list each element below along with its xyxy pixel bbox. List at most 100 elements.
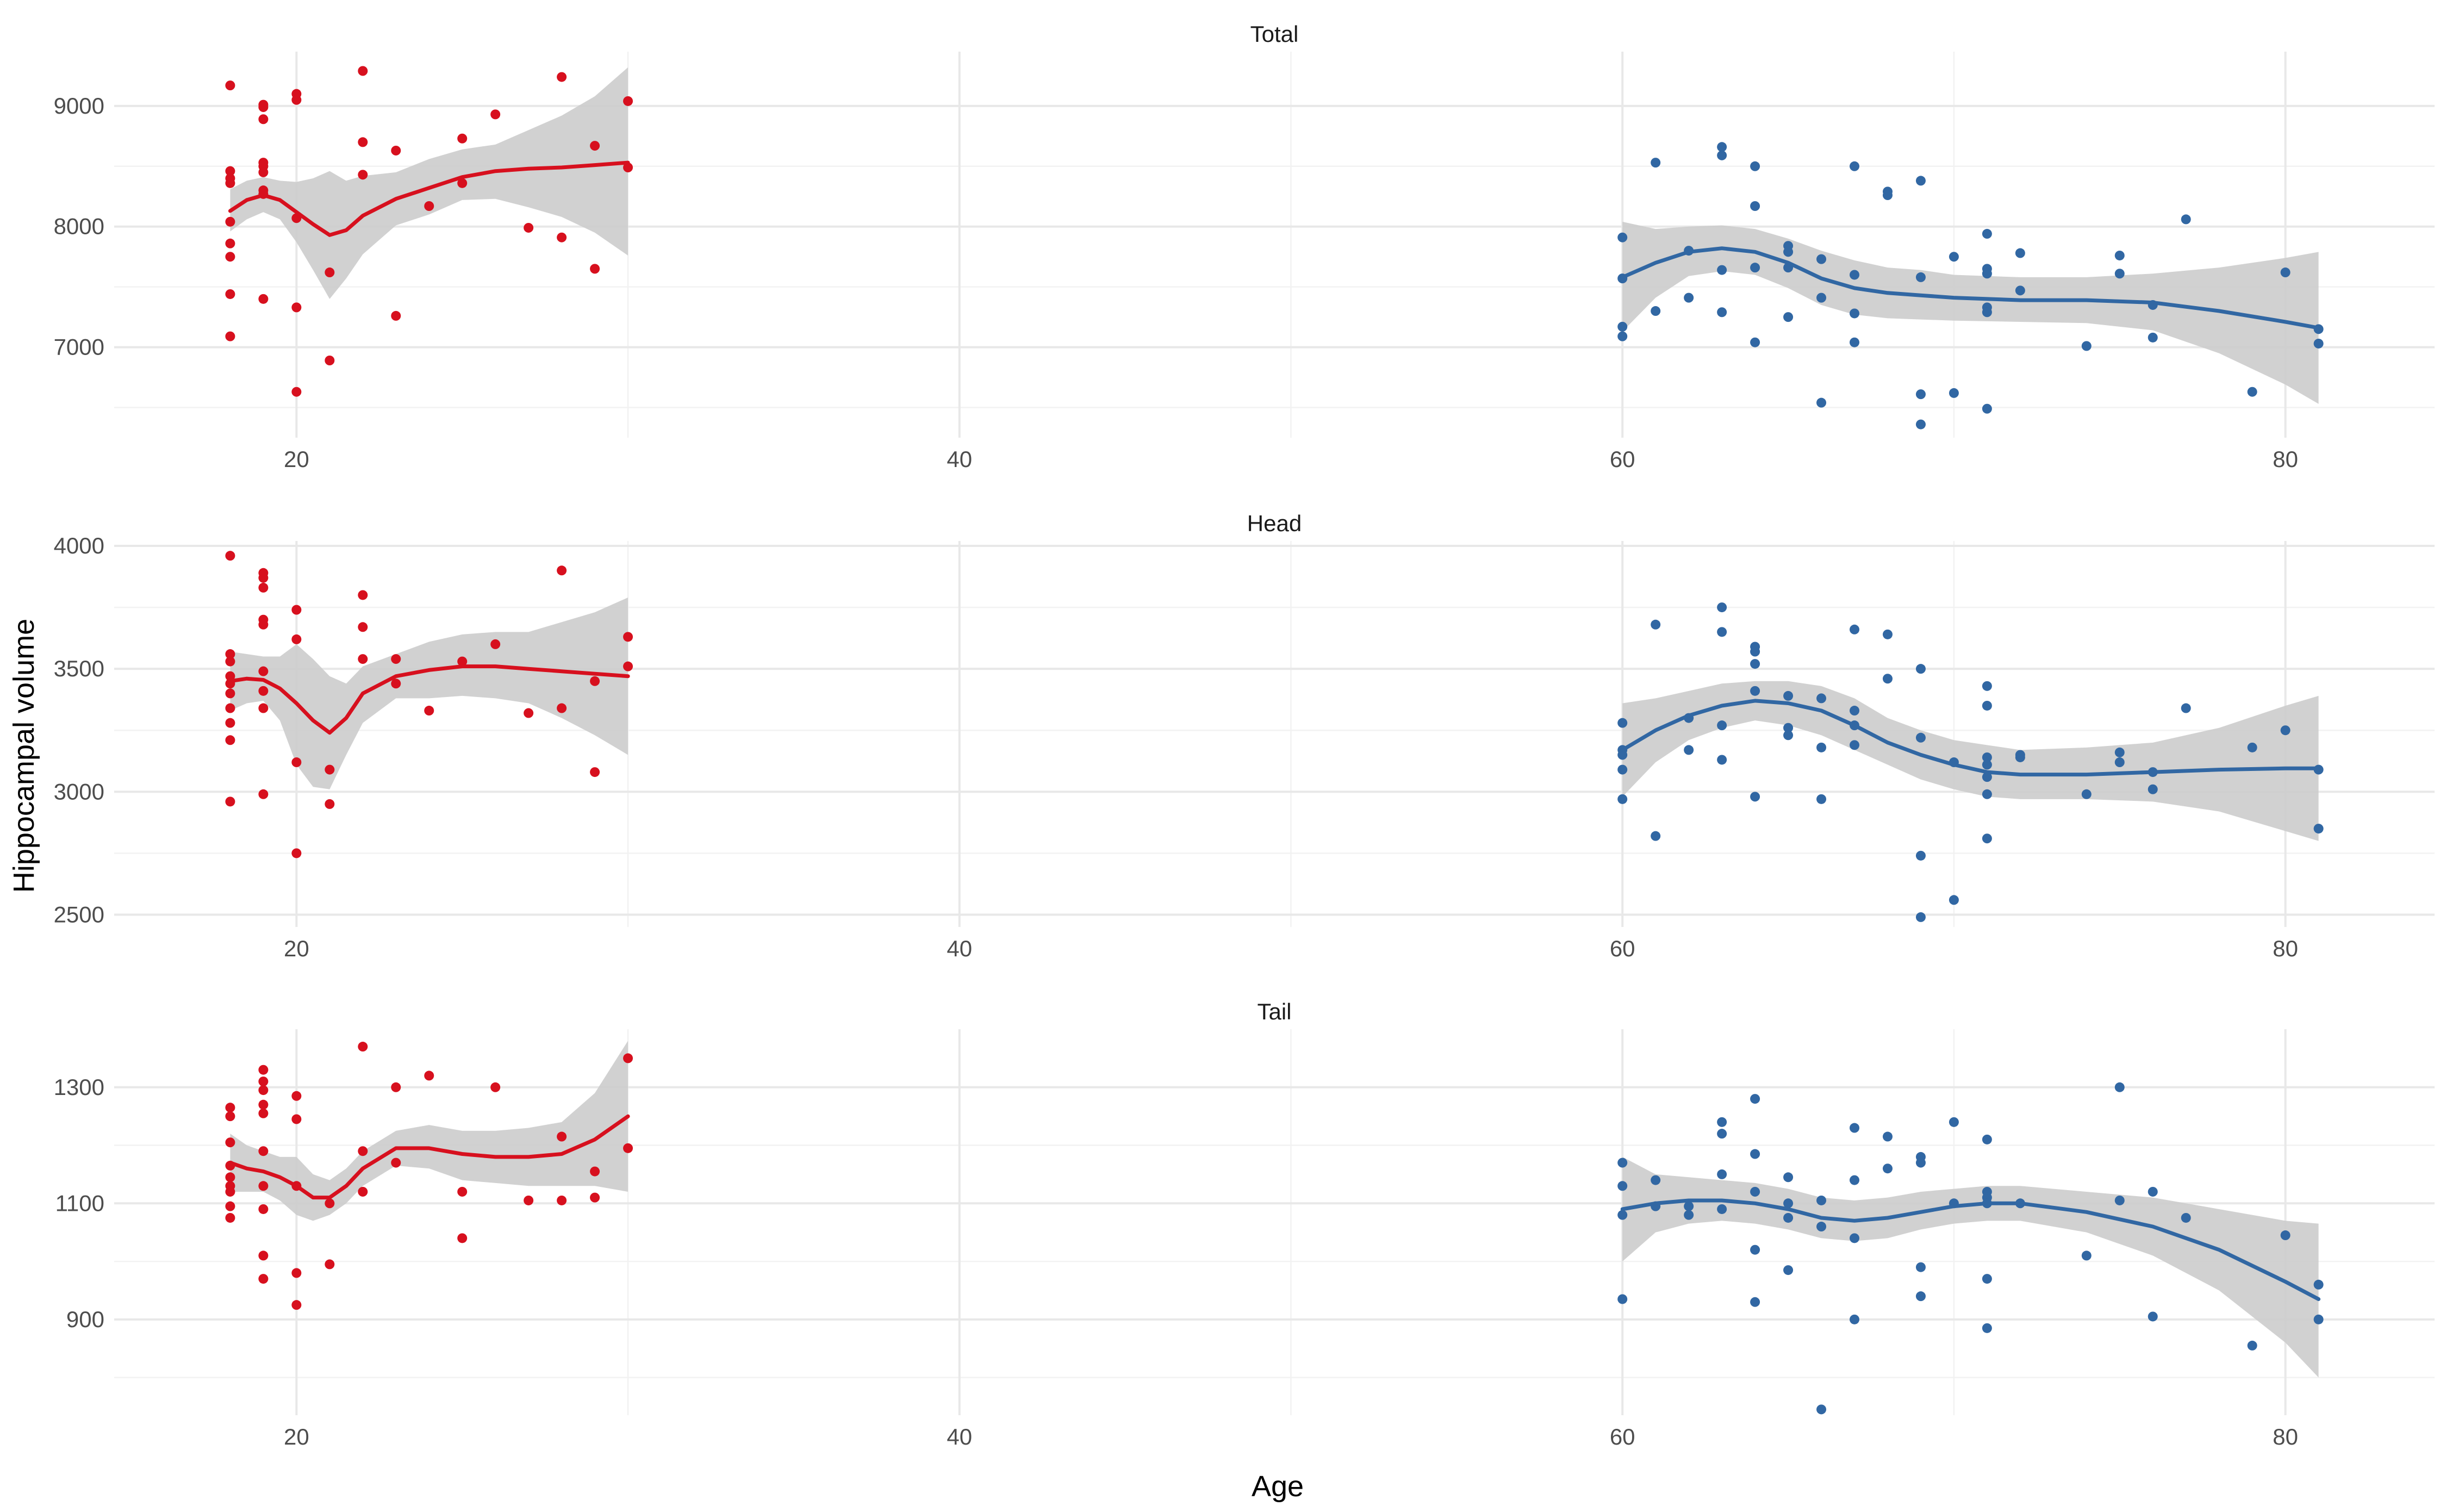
young-data-point [258,1108,269,1118]
young-data-point [225,1111,235,1122]
young-data-point [225,216,235,227]
x-tick-label: 60 [1610,446,1635,472]
young-data-point [557,1195,567,1205]
old-data-point [2114,269,2125,279]
old-data-point [1915,1158,1926,1168]
young-data-point [524,708,534,718]
old-data-point [2181,703,2191,713]
old-data-point [1783,690,1794,701]
young-data-point [623,661,633,671]
old-data-point [1617,764,1628,775]
young-data-point [258,114,269,125]
young-data-point [557,1131,567,1142]
young-data-point [258,686,269,696]
old-data-point [1617,1181,1628,1191]
old-data-point [1684,1210,1694,1220]
young-data-point [225,551,235,561]
young-data-point [258,1146,269,1156]
young-data-point [623,632,633,642]
panel-head: Head 2500 3000 3500 4000 20 40 60 80 [54,511,2435,961]
old-data-point [1915,912,1926,922]
y-tick-label: 3000 [54,779,104,804]
old-data-point [1617,1158,1628,1168]
young-data-point [325,356,335,365]
x-tick-label: 40 [947,936,972,961]
old-data-point [2247,1340,2257,1351]
old-data-point [1982,307,1992,318]
panel-title: Head [1247,511,1302,536]
old-data-point [1982,403,1992,414]
old-data-point [1717,307,1727,318]
y-tick-label: 2500 [54,901,104,927]
young-confidence-band [230,1041,628,1221]
young-data-point [258,1065,269,1075]
young-confidence-band [230,598,628,789]
old-data-point [1882,674,1893,684]
young-data-point [391,310,401,321]
old-data-point [1783,247,1794,257]
young-data-point [258,1099,269,1110]
old-data-point [1684,745,1694,755]
old-data-point [1816,693,1827,704]
young-data-point [291,1268,302,1278]
young-data-point [325,267,335,278]
young-data-point [391,654,401,664]
x-tick-label: 40 [947,446,972,472]
young-smooth-fit-line [228,664,630,735]
old-data-point [1750,161,1760,171]
old-data-point [1982,681,1992,691]
old-data-point [1783,1172,1794,1183]
young-data-point [457,1233,468,1243]
young-data-point [291,1091,302,1101]
old-data-point [1816,742,1827,752]
old-data-point [1816,1404,1827,1415]
young-data-point [225,735,235,745]
young-data-point [325,1259,335,1270]
old-data-point [1717,1204,1727,1214]
young-data-point [358,66,368,76]
old-data-point [1750,1186,1760,1197]
old-confidence-band [1622,681,2319,841]
young-data-point [325,764,335,775]
old-data-point [1783,1198,1794,1209]
old-data-point [1783,723,1794,733]
young-data-point [225,1212,235,1223]
old-data-point [1850,337,1859,347]
old-data-point [1949,895,1959,905]
young-data-point [291,302,302,313]
old-data-point [2280,267,2291,278]
old-data-point [2280,725,2291,736]
old-data-point [1915,850,1926,861]
old-data-point [2313,338,2324,349]
young-data-point [358,1042,368,1052]
young-data-point [623,96,633,106]
old-data-point [1850,161,1859,171]
young-data-point [358,590,368,600]
young-data-point [258,1274,269,1284]
old-data-point [1717,755,1727,765]
old-data-point [1982,1134,1992,1144]
young-data-point [258,1204,269,1214]
young-data-point [225,671,235,681]
young-data-point [225,797,235,807]
old-data-point [1982,752,1992,762]
young-smooth-fit-line [228,1114,630,1200]
old-data-point [1982,1323,1992,1333]
old-data-point [1651,306,1661,316]
old-data-point [2313,1279,2324,1290]
old-data-point [1816,254,1827,264]
y-tick-label: 3500 [54,656,104,681]
young-data-point [225,331,235,341]
young-data-point [457,133,468,144]
old-data-point [1750,1149,1760,1159]
young-data-point [557,72,567,82]
young-data-point [225,688,235,699]
young-data-point [358,654,368,664]
young-data-point [258,619,269,630]
young-data-point [291,634,302,644]
old-data-point [1617,794,1628,804]
old-smooth-fit-line [1620,1198,2321,1301]
young-data-point [457,1186,468,1197]
young-data-point [258,167,269,177]
young-data-point [225,1172,235,1183]
